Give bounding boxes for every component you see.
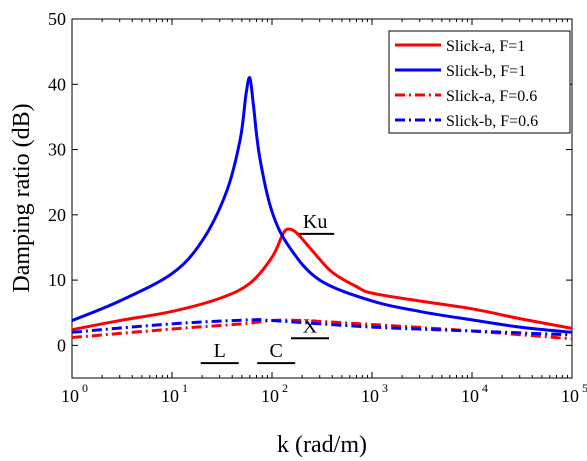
series-lines (71, 76, 573, 341)
band-label: X (303, 315, 318, 337)
y-tick-label: 0 (57, 335, 66, 355)
band-label-marks: L CX Ku (200, 211, 335, 365)
legend-box (388, 30, 571, 134)
x-tick-label: 10 (161, 386, 179, 406)
y-tick-label: 40 (48, 74, 66, 94)
x-tick-label: 10 (561, 386, 579, 406)
x-tick-label-exponent: 3 (382, 381, 388, 395)
x-tick-label: 10 (261, 386, 279, 406)
y-tick-label: 10 (48, 270, 66, 290)
x-tick-label: 10 (461, 386, 479, 406)
x-tick-label: 10 (61, 386, 79, 406)
y-tick-label: 50 (48, 9, 66, 29)
x-tick-label-exponent: 2 (282, 381, 288, 395)
x-tick-label-exponent: 4 (482, 381, 488, 395)
series-line (71, 318, 573, 337)
band-label: C (269, 340, 282, 362)
legend-label: Slick-b, F=1 (446, 63, 526, 80)
y-tick-label: 20 (48, 205, 66, 225)
y-axis-label: Damping ratio (dB) (9, 103, 35, 292)
band-label: Ku (303, 211, 327, 233)
x-tick-label-exponent: 0 (82, 381, 88, 395)
band-label: L (214, 340, 226, 362)
legend-label: Slick-a, F=1 (446, 38, 525, 55)
x-tick-label-exponent: 1 (182, 381, 188, 395)
legend-label: Slick-b, F=0.6 (446, 113, 538, 130)
series-line (71, 227, 573, 332)
plot-frame (71, 18, 573, 379)
legend-label: Slick-a, F=0.6 (446, 88, 537, 105)
x-axis-label: k (rad/m) (277, 432, 367, 458)
y-tick-label: 30 (48, 140, 66, 160)
x-tick-label: 10 (361, 386, 379, 406)
legend: Slick-a, F=1 Slick-b, F=1 Slick-a, F=0.6 Sl… (388, 30, 571, 134)
x-tick-label-exponent: 5 (582, 381, 587, 395)
series-line (71, 76, 573, 334)
